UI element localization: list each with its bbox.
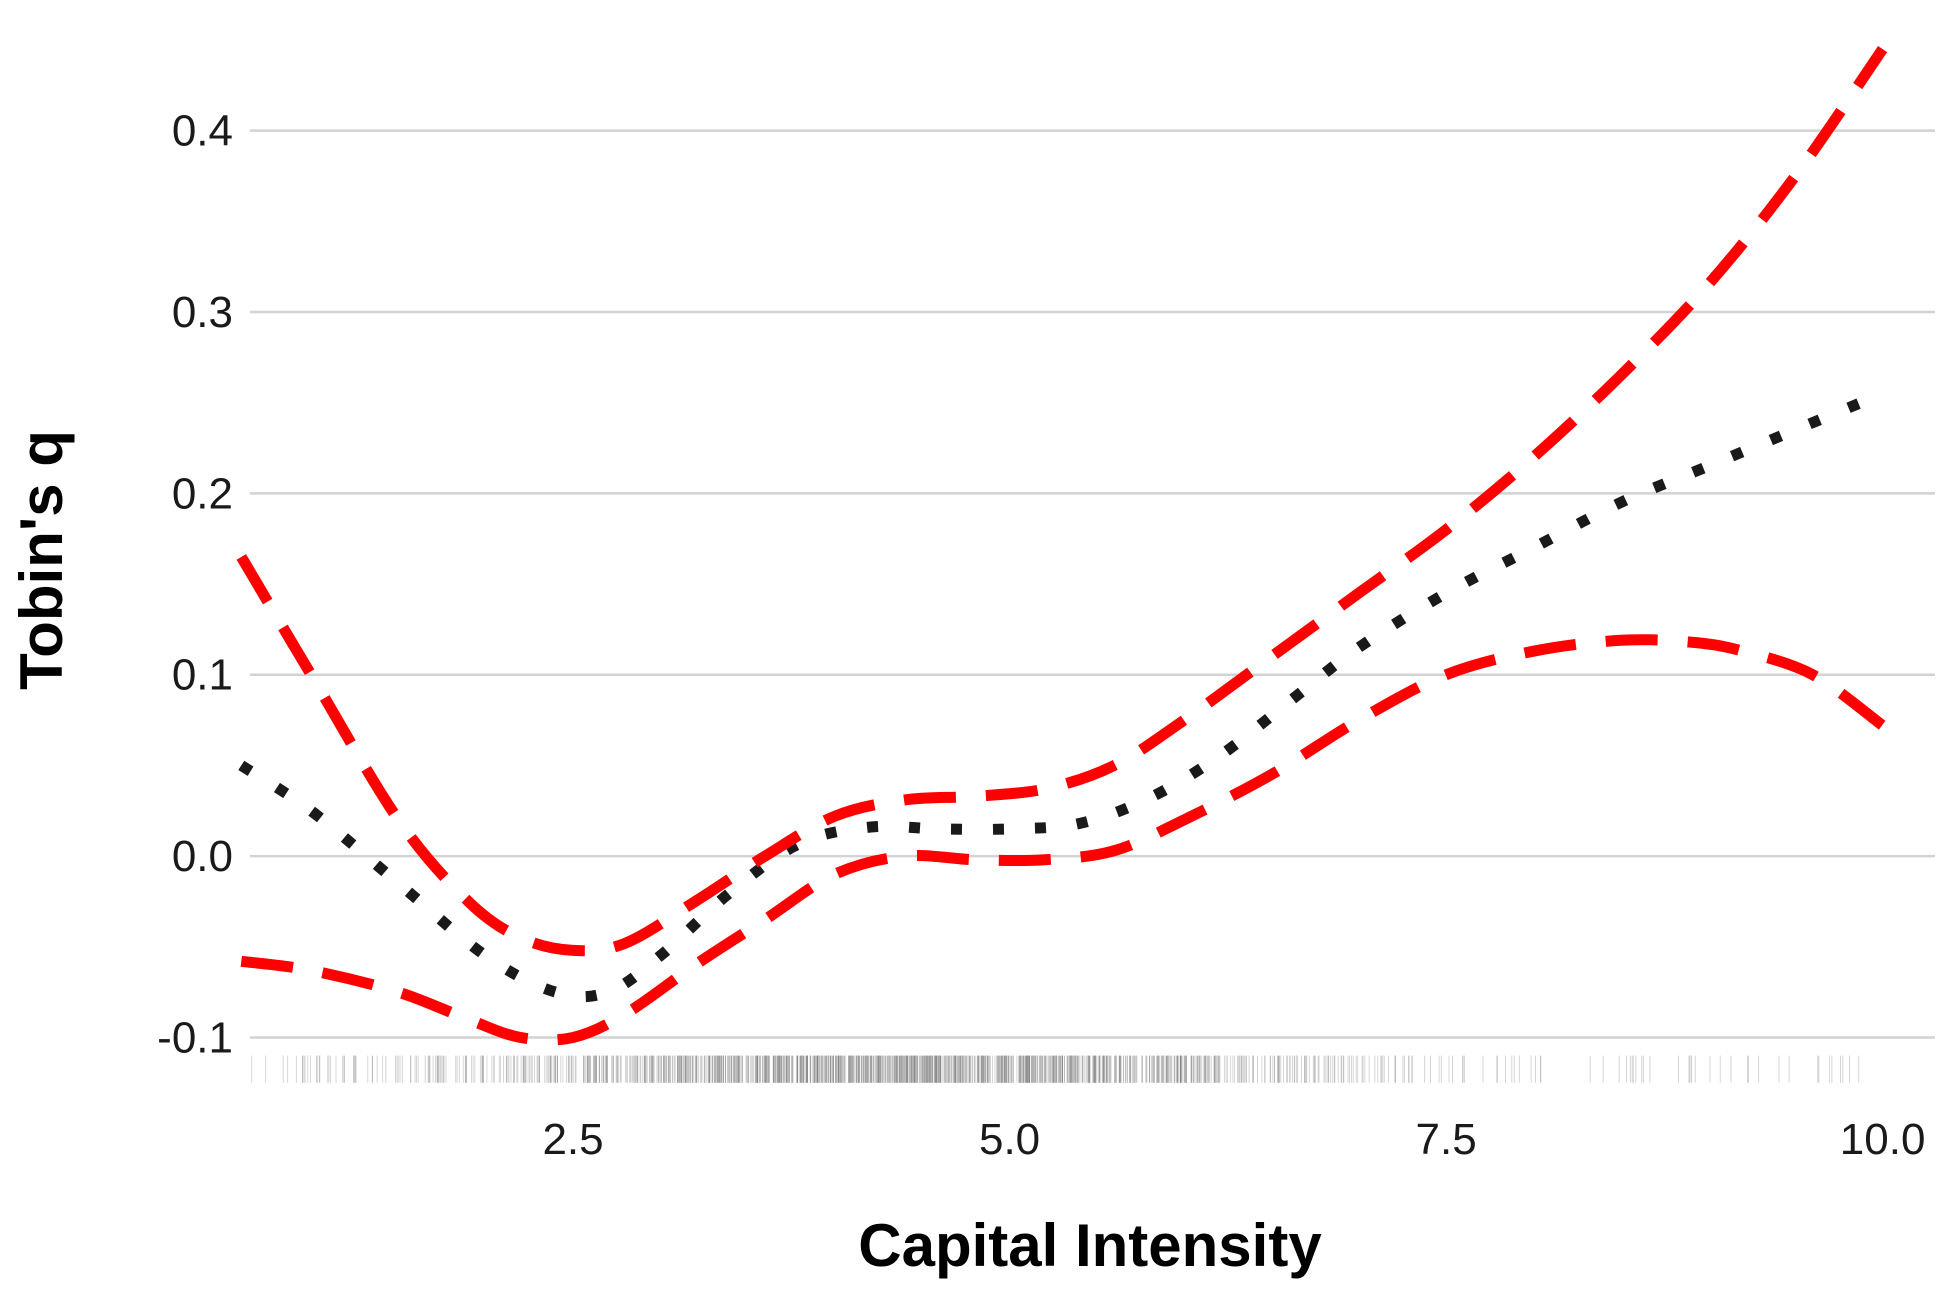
x-tick-label: 2.5 <box>542 1115 603 1164</box>
y-tick-labels: -0.1 0.0 0.1 0.2 0.3 0.4 <box>157 107 233 1063</box>
grid-lines <box>250 129 1935 1039</box>
x-tick-label: 10.0 <box>1840 1115 1926 1164</box>
x-tick-label: 5.0 <box>979 1115 1040 1164</box>
series-lines <box>236 45 1888 1046</box>
series-line-estimate <box>238 388 1885 1003</box>
x-tick-label: 7.5 <box>1416 1115 1477 1164</box>
y-axis-title: Tobin's q <box>8 430 75 690</box>
y-tick-label: 0.4 <box>172 107 233 156</box>
y-tick-label: 0.0 <box>172 832 233 881</box>
x-tick-labels: 2.5 5.0 7.5 10.0 <box>542 1115 1925 1164</box>
y-tick-label: 0.1 <box>172 651 233 700</box>
series-line-lower-bound <box>240 634 1886 1046</box>
y-tick-label: 0.3 <box>172 288 233 337</box>
y-tick-label: -0.1 <box>157 1013 233 1062</box>
series-line-upper-bound <box>236 45 1888 957</box>
rug-marks <box>251 1055 1860 1083</box>
x-axis-title: Capital Intensity <box>858 1212 1322 1279</box>
y-tick-label: 0.2 <box>172 469 233 518</box>
